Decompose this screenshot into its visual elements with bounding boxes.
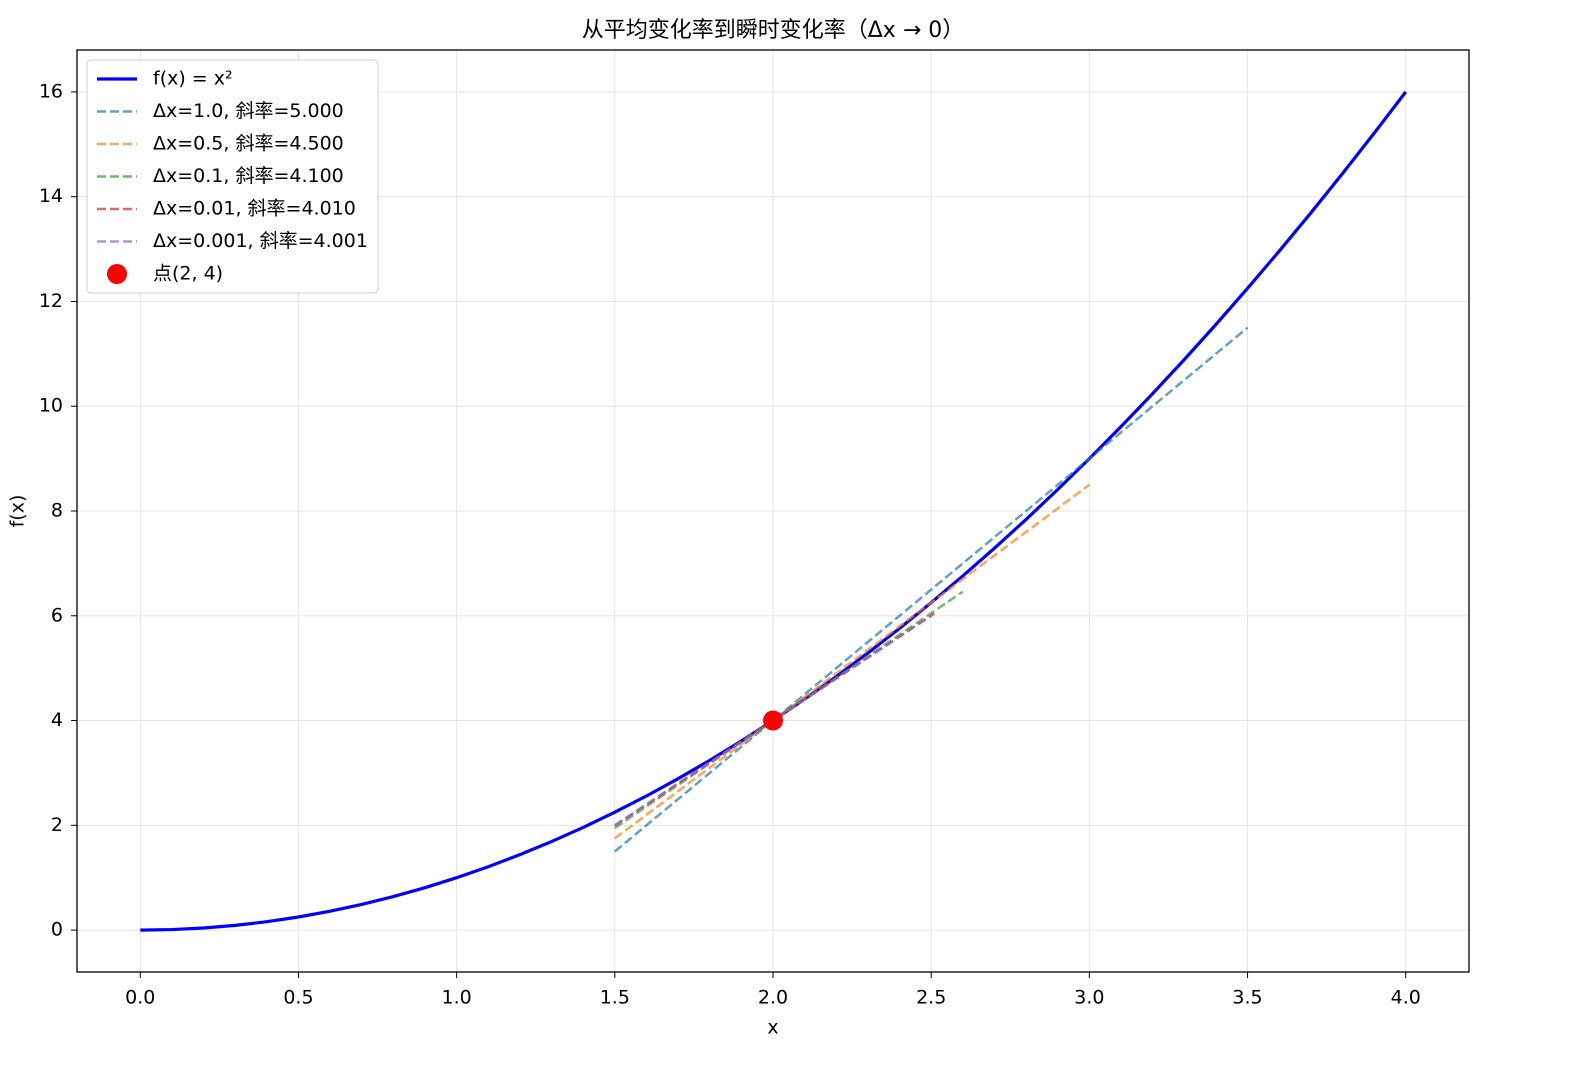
plot-frame	[76, 49, 1470, 973]
legend-label: f(x) = x²	[153, 68, 233, 90]
y-tick-label: 0	[51, 919, 63, 941]
x-tick-label: 3.5	[1232, 987, 1262, 1009]
y-tick-label: 12	[39, 290, 63, 312]
y-tick-label: 16	[39, 80, 63, 102]
x-tick-label: 4.0	[1391, 987, 1421, 1009]
y-axis-label: f(x)	[7, 495, 29, 528]
x-tick-label: 1.5	[600, 987, 630, 1009]
x-tick-label: 3.0	[1074, 987, 1104, 1009]
legend-label: Δx=0.1, 斜率=4.100	[153, 165, 344, 187]
x-axis-label: x	[767, 1017, 778, 1039]
secant-line	[614, 326, 1249, 853]
chart-title: 从平均变化率到瞬时变化率（Δx → 0）	[582, 18, 965, 43]
point	[763, 710, 783, 731]
legend-marker	[107, 264, 127, 284]
legend-label: Δx=0.01, 斜率=4.010	[153, 198, 356, 220]
y-tick-label: 10	[39, 395, 63, 417]
legend-box	[86, 59, 379, 294]
x-tick-label: 1.0	[442, 987, 472, 1009]
x-tick-label: 0.5	[283, 987, 313, 1009]
legend-label: Δx=1.0, 斜率=5.000	[153, 100, 344, 122]
legend-label: Δx=0.001, 斜率=4.001	[153, 230, 368, 252]
legend-label: 点(2, 4)	[153, 263, 223, 285]
y-tick-label: 2	[51, 814, 63, 836]
y-tick-label: 4	[51, 709, 63, 731]
y-tick-label: 8	[51, 500, 63, 522]
legend-label: Δx=0.5, 斜率=4.500	[153, 133, 344, 155]
x-tick-label: 0.0	[125, 987, 155, 1009]
y-tick-label: 14	[39, 185, 63, 207]
x-tick-label: 2.0	[758, 987, 788, 1009]
secant-line	[614, 483, 1091, 840]
x-tick-label: 2.5	[916, 987, 946, 1009]
y-tick-label: 6	[51, 604, 63, 626]
